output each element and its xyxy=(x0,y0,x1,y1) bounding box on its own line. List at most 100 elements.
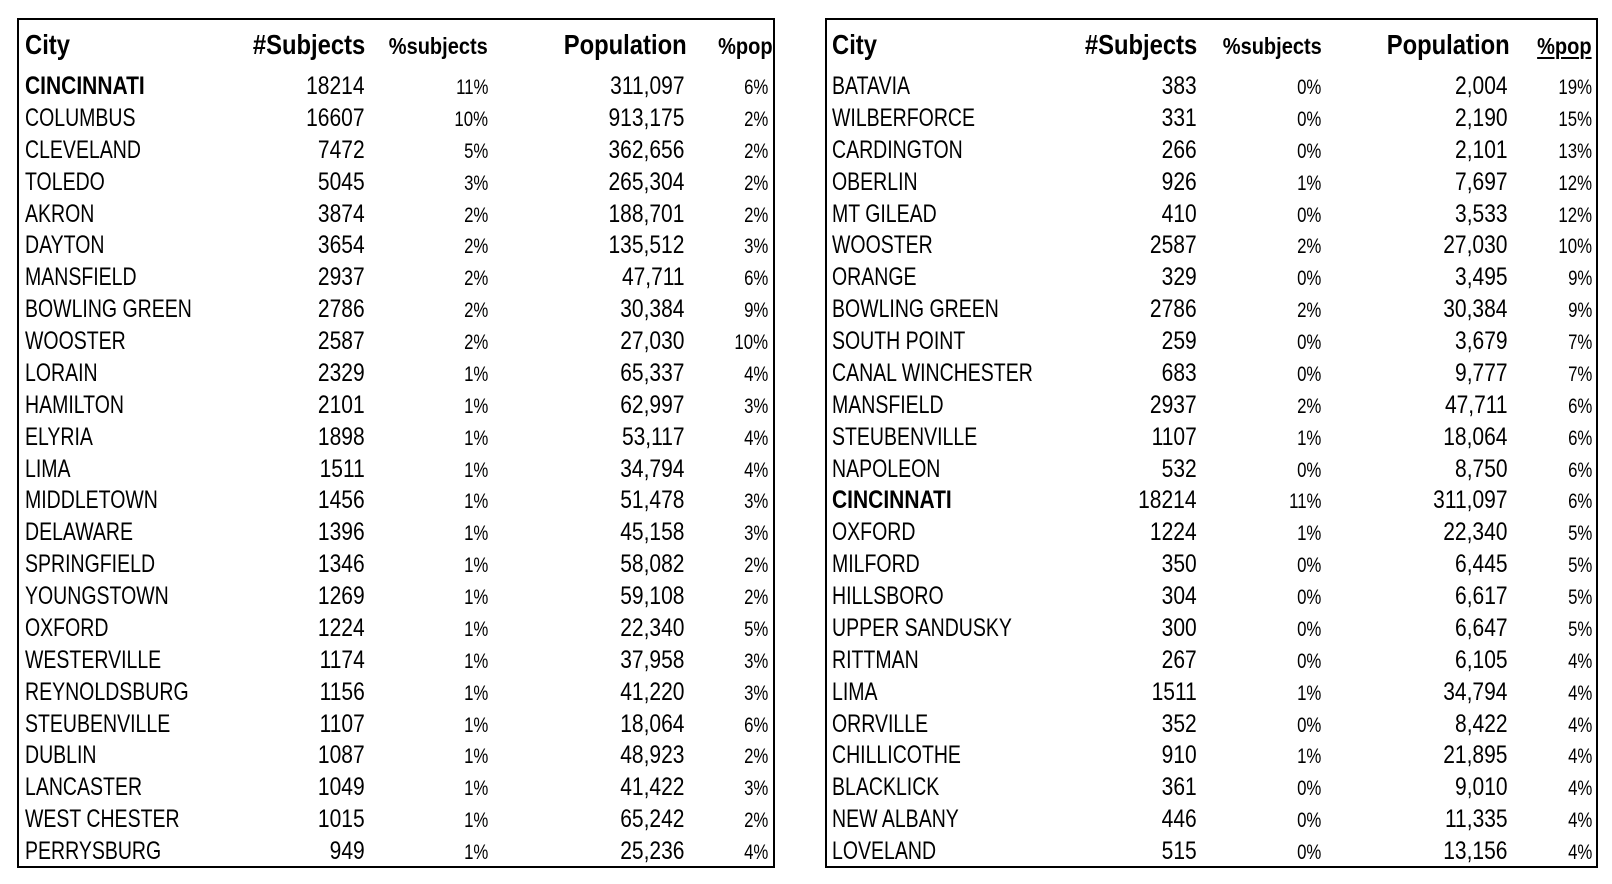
cell-population: 3,495 xyxy=(1321,262,1509,294)
cell-pct-pop: 5% xyxy=(1510,549,1597,581)
cell-pct-pop-text: 3% xyxy=(743,681,768,705)
cell-subjects: 1898 xyxy=(232,421,366,453)
cell-subjects-text: 949 xyxy=(329,837,365,865)
table-row: WOOSTER 2587 2% 27,030 10% xyxy=(18,326,774,358)
cell-pct-pop-text: 19% xyxy=(1558,76,1592,99)
cell-pct-pop-text: 4% xyxy=(1567,745,1592,769)
cell-pct-pop-text: 3% xyxy=(743,490,768,514)
column-header-subjects: #Subjects xyxy=(232,19,366,71)
cell-pct-pop: 4% xyxy=(687,421,774,453)
cell-pct-subjects-text: 1% xyxy=(463,777,489,801)
cell-subjects-text: 683 xyxy=(1161,358,1197,387)
cell-population: 311,097 xyxy=(1321,485,1509,517)
table-row: YOUNGSTOWN 1269 1% 59,108 2% xyxy=(18,581,774,613)
cell-subjects-text: 2587 xyxy=(318,327,365,355)
cell-pct-subjects-text: 1% xyxy=(1296,522,1322,546)
cell-pct-subjects-text: 0% xyxy=(1296,841,1322,864)
cell-population-text: 8,422 xyxy=(1455,709,1508,738)
cell-population-text: 37,958 xyxy=(620,645,685,674)
cell-city-text: WOOSTER xyxy=(25,327,126,355)
cell-population: 22,340 xyxy=(1321,517,1509,549)
cell-population: 6,445 xyxy=(1321,549,1509,581)
cell-pct-subjects-text: 1% xyxy=(463,554,489,578)
cell-subjects-text: 383 xyxy=(1161,72,1197,100)
header-row: City #Subjects %subjects Population %pop xyxy=(18,19,774,71)
cell-pct-pop-text: 6% xyxy=(743,267,768,291)
cell-pct-pop: 6% xyxy=(687,262,774,294)
cell-pct-subjects-text: 2% xyxy=(463,331,489,354)
column-header-pct-subjects: %subjects xyxy=(1197,19,1321,71)
cell-pct-subjects-text: 1% xyxy=(463,458,489,482)
cell-pct-pop-text: 10% xyxy=(1558,235,1592,259)
cell-subjects: 446 xyxy=(1064,804,1197,836)
cell-pct-subjects: 11% xyxy=(366,71,489,103)
cell-population-text: 27,030 xyxy=(620,327,685,355)
cell-subjects: 1511 xyxy=(232,453,366,485)
cell-subjects: 18214 xyxy=(232,71,366,103)
cell-city: AKRON xyxy=(18,198,232,230)
table-row: MT GILEAD 410 0% 3,533 12% xyxy=(826,198,1597,230)
table-cities-by-subjects: City #Subjects %subjects Population %pop… xyxy=(17,18,775,869)
cell-population-text: 34,794 xyxy=(620,454,685,483)
cell-subjects: 3654 xyxy=(232,230,366,262)
cell-pct-subjects: 1% xyxy=(366,612,489,644)
cell-population-text: 9,010 xyxy=(1455,773,1508,802)
cell-population: 30,384 xyxy=(489,294,687,326)
cell-subjects: 1396 xyxy=(232,517,366,549)
cell-subjects-text: 304 xyxy=(1161,582,1197,610)
cell-city: BLACKLICK xyxy=(826,772,1064,804)
cell-population-text: 30,384 xyxy=(620,295,685,324)
cell-pct-pop: 2% xyxy=(687,102,774,134)
cell-pct-pop-text: 10% xyxy=(734,331,768,354)
cell-pct-pop-text: 4% xyxy=(1567,809,1592,833)
cell-population-text: 51,478 xyxy=(620,486,685,515)
cell-subjects: 361 xyxy=(1064,772,1197,804)
cell-subjects: 266 xyxy=(1064,134,1197,166)
cell-subjects: 1107 xyxy=(232,708,366,740)
cell-pct-subjects: 0% xyxy=(1197,357,1321,389)
cell-pct-subjects: 1% xyxy=(1197,166,1321,198)
cell-pct-pop: 13% xyxy=(1510,134,1597,166)
cell-city: BOWLING GREEN xyxy=(18,294,232,326)
cell-pct-pop: 4% xyxy=(1510,676,1597,708)
cell-population: 41,220 xyxy=(489,676,687,708)
cell-city-text: TOLEDO xyxy=(25,167,105,196)
table-row: BLACKLICK 361 0% 9,010 4% xyxy=(826,772,1597,804)
cell-pct-pop-text: 9% xyxy=(743,299,768,323)
cell-city: CARDINGTON xyxy=(826,134,1064,166)
column-header-population: Population xyxy=(1321,19,1510,71)
cell-pct-pop-text: 2% xyxy=(743,107,768,131)
cell-city-text: AKRON xyxy=(25,199,95,228)
cell-pct-pop-text: 6% xyxy=(1567,458,1592,482)
cell-subjects-text: 1107 xyxy=(1151,422,1197,451)
cell-subjects: 383 xyxy=(1064,71,1197,103)
cell-city: DUBLIN xyxy=(18,740,232,772)
cell-population: 18,064 xyxy=(489,708,687,740)
cell-city-text: SPRINGFIELD xyxy=(25,550,156,579)
cell-subjects-text: 300 xyxy=(1161,613,1197,642)
cell-pct-subjects: 1% xyxy=(366,517,489,549)
cell-pct-pop-text: 2% xyxy=(743,809,768,833)
table-row: CINCINNATI 18214 11% 311,097 6% xyxy=(826,485,1597,517)
cell-subjects-text: 1224 xyxy=(1150,518,1197,547)
cell-population: 6,647 xyxy=(1321,612,1509,644)
cell-subjects: 18214 xyxy=(1064,485,1197,517)
cell-pct-pop: 2% xyxy=(687,804,774,836)
cell-population-text: 30,384 xyxy=(1443,295,1508,324)
cell-pct-subjects-text: 1% xyxy=(463,713,489,737)
cell-population-text: 913,175 xyxy=(608,103,685,132)
cell-pct-subjects: 10% xyxy=(366,102,489,134)
cell-pct-pop-text: 2% xyxy=(743,554,768,578)
cell-pct-pop-text: 2% xyxy=(743,139,768,163)
cell-pct-pop: 4% xyxy=(1510,708,1597,740)
cell-city-text: ORANGE xyxy=(832,263,917,292)
cell-city: ORRVILLE xyxy=(826,708,1064,740)
cell-pct-pop-text: 4% xyxy=(1567,777,1592,801)
cell-pct-subjects: 2% xyxy=(366,326,489,358)
cell-subjects: 1087 xyxy=(232,740,366,772)
cell-subjects-text: 352 xyxy=(1161,709,1197,738)
cell-population: 27,030 xyxy=(1321,230,1509,262)
cell-pct-subjects: 2% xyxy=(1197,294,1321,326)
cell-population-text: 135,512 xyxy=(608,231,685,260)
cell-city: STEUBENVILLE xyxy=(18,708,232,740)
